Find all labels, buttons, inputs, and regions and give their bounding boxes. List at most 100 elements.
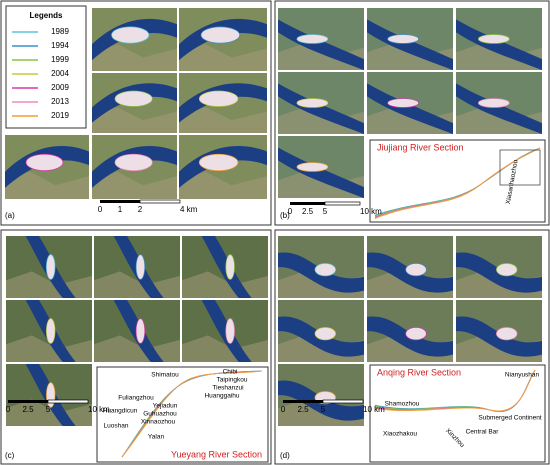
scale-label: 1 [118, 205, 123, 214]
river [179, 18, 267, 61]
sandbar [478, 34, 510, 44]
sandbar [314, 263, 336, 277]
satellite-image [367, 72, 453, 134]
sandbar [111, 26, 150, 44]
map-inset [96, 366, 269, 463]
river [456, 19, 542, 70]
sandbar [478, 98, 510, 108]
sandbar [135, 254, 146, 280]
scale-bar [283, 400, 323, 403]
legend-box [5, 5, 87, 129]
river [278, 147, 364, 198]
sandbar [200, 26, 241, 44]
scale-bar [8, 400, 48, 403]
bank-line [121, 370, 263, 458]
scale-label: 0 [288, 207, 293, 216]
legend-label: 2009 [51, 83, 69, 92]
field [179, 171, 267, 199]
scale-bar [290, 202, 325, 205]
legend-label: 2004 [51, 69, 69, 78]
section-title: Jiujiang River Section [377, 142, 464, 152]
satellite-image [456, 236, 542, 298]
place-name: Shimatou [151, 372, 179, 379]
place-name: Taipingkou [216, 377, 247, 384]
satellite-image [278, 8, 364, 70]
sandbar [135, 318, 146, 344]
sandbar [198, 153, 239, 172]
place-name: Yejiadun [153, 403, 178, 410]
field [5, 171, 89, 199]
place-name: Submerged Continent [478, 415, 541, 422]
bank-line [374, 147, 541, 219]
satellite-image [456, 300, 542, 362]
river [278, 19, 364, 70]
place-name: Huangdicun [103, 408, 138, 415]
scale-label: 0 [98, 205, 103, 214]
scale-label: 2 [138, 205, 143, 214]
scale-label: 4 km [180, 205, 198, 214]
satellite-image [456, 8, 542, 70]
scale-label: 0 [281, 405, 286, 414]
panel-label: (a) [5, 211, 15, 220]
sandbar [314, 327, 336, 341]
scale-bar [139, 199, 181, 204]
sandbar [296, 98, 329, 108]
sandbar [496, 327, 518, 341]
place-name: Guhuazhou [143, 411, 177, 418]
panel-frame [0, 229, 272, 465]
sandbar [25, 153, 64, 172]
sandbar [405, 263, 427, 277]
satellite-image [278, 300, 364, 362]
section-title: Anqing River Section [377, 367, 461, 377]
place-name: Fuliangzhou [118, 395, 154, 402]
satellite-image [94, 236, 180, 298]
legend-label: 1994 [51, 41, 69, 50]
satellite-image [5, 135, 89, 199]
scale-label: 0 [6, 405, 11, 414]
satellite-image [179, 73, 267, 133]
satellite-image [94, 300, 180, 362]
field [92, 44, 177, 71]
river [367, 83, 453, 134]
satellite-image [367, 236, 453, 298]
scale-label: 2.5 [302, 207, 314, 216]
legend-label: 2013 [51, 97, 69, 106]
satellite-image [182, 300, 268, 362]
section-title: Yueyang River Section [171, 449, 262, 459]
sandbar [496, 263, 518, 277]
place-name: Luoshan [104, 423, 129, 430]
scale-label: 2.5 [22, 405, 34, 414]
river [367, 19, 453, 70]
sandbar [114, 153, 153, 172]
field [179, 44, 267, 71]
satellite-image [6, 364, 92, 426]
satellite-image [278, 364, 364, 426]
sandbar [46, 318, 56, 344]
satellite-image [92, 8, 177, 71]
scale-label: 2.5 [297, 405, 309, 414]
scale-label: 5 [46, 405, 51, 414]
river [179, 146, 267, 189]
field [456, 43, 542, 70]
sandbar [198, 90, 239, 107]
satellite-image [367, 8, 453, 70]
place-name: Xiaozhakou [383, 431, 417, 438]
river [92, 83, 177, 123]
place-name: Yalan [148, 434, 165, 441]
legend-label: 2019 [51, 111, 69, 120]
field [367, 43, 453, 70]
panel-frame [274, 229, 550, 465]
satellite-image [179, 8, 267, 71]
satellite-image [278, 236, 364, 298]
sandbar [296, 162, 329, 172]
legend-label: 1999 [51, 55, 69, 64]
scale-bar [322, 399, 364, 404]
scale-bar [324, 201, 361, 206]
scale-label: 5 [323, 207, 328, 216]
scale-label: 10 km [363, 405, 385, 414]
map-inset [369, 364, 546, 463]
panel-frame [0, 0, 272, 226]
field [92, 171, 177, 199]
place-name: Xinnaozhou [141, 419, 176, 426]
